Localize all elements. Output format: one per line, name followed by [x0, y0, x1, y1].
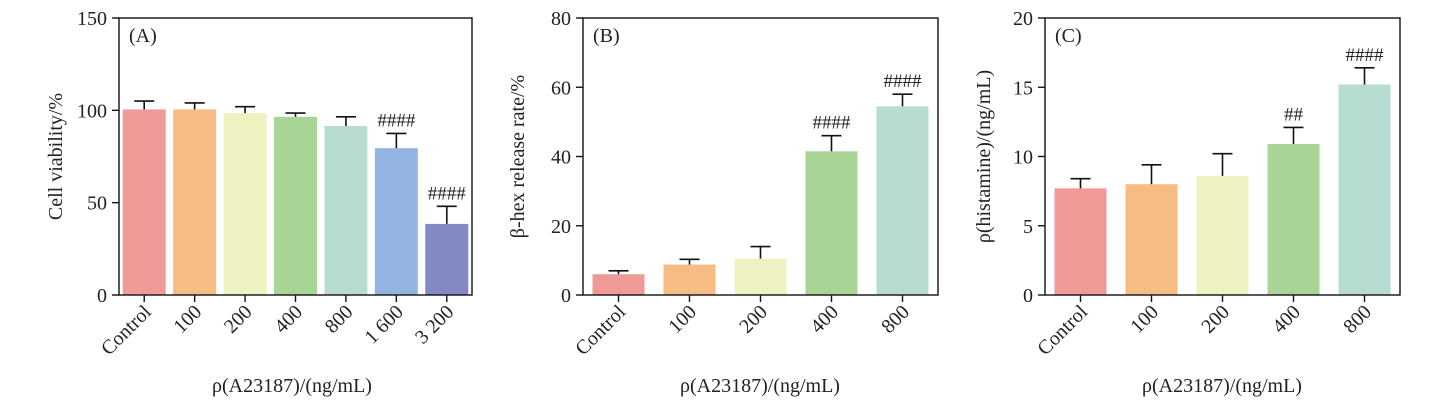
x-tick-label-2: 200 — [1197, 301, 1234, 338]
significance-label-3: #### — [813, 113, 852, 134]
bar-4 — [1338, 84, 1391, 295]
bar-0 — [592, 274, 645, 295]
y-tick-label-1: 5 — [1023, 216, 1033, 238]
significance-label-3: ## — [1284, 104, 1304, 125]
bar-6 — [425, 223, 469, 295]
bar-2 — [734, 258, 787, 295]
x-tick-label-4: 800 — [1339, 301, 1376, 338]
y-tick-label-1: 20 — [551, 216, 571, 238]
bar-3 — [274, 116, 317, 296]
x-tick-label-2: 200 — [735, 301, 772, 338]
bar-0 — [1054, 188, 1107, 295]
x-axis-title: ρ(A23187)/(ng/mL) — [1142, 375, 1302, 397]
bar-4 — [876, 106, 929, 295]
y-tick-label-2: 100 — [77, 100, 107, 122]
x-tick-label-0: Control — [571, 301, 630, 360]
x-tick-label-0: Control — [97, 301, 156, 360]
x-tick-label-1: 100 — [169, 301, 206, 338]
panel-a: #### #### 0 50 100 150 Control 100 200 400 800 1 60… — [45, 8, 473, 397]
y-tick-label-2: 40 — [551, 147, 571, 169]
y-tick-label-4: 20 — [1013, 8, 1033, 30]
y-tick-label-3: 60 — [551, 77, 571, 99]
x-tick-label-1: 100 — [1126, 301, 1163, 338]
x-axis-title: ρ(A23187)/(ng/mL) — [680, 375, 840, 397]
bar-1 — [663, 264, 716, 295]
x-tick-label-3: 400 — [270, 301, 307, 338]
y-tick-label-0: 0 — [97, 285, 107, 307]
y-tick-label-2: 10 — [1013, 147, 1033, 169]
y-axis-title: ρ(histamine)/(ng/mL) — [973, 70, 995, 243]
y-axis-title: β-hex release rate/% — [507, 75, 529, 238]
x-tick-label-4: 800 — [321, 301, 358, 338]
bar-2 — [223, 113, 267, 295]
x-tick-label-3: 400 — [806, 301, 843, 338]
bar-3 — [1267, 144, 1320, 295]
x-tick-label-3: 400 — [1268, 301, 1305, 338]
bar-5 — [374, 148, 418, 295]
significance-label-4: #### — [1346, 45, 1385, 66]
y-tick-label-0: 0 — [561, 285, 571, 307]
y-tick-label-1: 50 — [87, 193, 107, 215]
x-tick-label-4: 800 — [877, 301, 914, 338]
x-tick-label-0: Control — [1033, 301, 1092, 360]
x-tick-label-2: 200 — [220, 301, 257, 338]
bar-2 — [1196, 175, 1249, 295]
x-tick-label-5: 1 600 — [361, 301, 408, 348]
y-tick-label-3: 150 — [77, 8, 107, 30]
panel-label: (C) — [1055, 25, 1082, 47]
x-tick-label-1: 100 — [664, 301, 701, 338]
y-axis-title: Cell viability/% — [45, 93, 67, 220]
bar-3 — [805, 151, 858, 295]
x-axis-title: ρ(A23187)/(ng/mL) — [212, 375, 372, 397]
y-tick-label-3: 15 — [1013, 77, 1033, 99]
panel-label: (B) — [593, 25, 620, 47]
panel-label: (A) — [129, 25, 157, 47]
y-tick-label-0: 0 — [1023, 285, 1033, 307]
significance-label-5: #### — [377, 110, 416, 131]
significance-label-4: #### — [884, 71, 923, 92]
significance-label-6: #### — [428, 183, 467, 204]
x-tick-label-6: 3 200 — [411, 301, 458, 348]
bar-0 — [122, 109, 166, 295]
bar-4 — [324, 126, 368, 295]
bar-1 — [173, 109, 217, 295]
panel-b: #### #### 0 20 40 60 80 Control 100 200 400 800 (B) β… — [507, 8, 939, 397]
y-tick-label-4: 80 — [551, 8, 571, 30]
bar-1 — [1125, 184, 1178, 295]
